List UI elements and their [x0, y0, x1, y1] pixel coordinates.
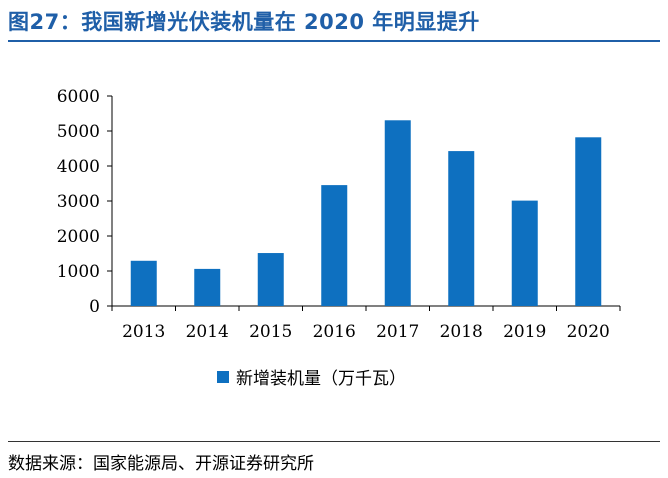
bar-2015: [257, 253, 284, 306]
legend-label: 新增装机量（万千瓦）: [236, 369, 406, 389]
bar-2018: [448, 151, 475, 306]
y-tick-label: 3000: [57, 192, 100, 212]
bar-2014: [194, 268, 221, 306]
figure-title: 图27：我国新增光伏装机量在 2020 年明显提升: [8, 10, 480, 34]
bar-2017: [384, 120, 411, 306]
legend-swatch: [217, 371, 229, 383]
y-tick-label: 1000: [57, 262, 100, 282]
x-tick-label: 2015: [249, 322, 292, 342]
bar-2020: [575, 137, 602, 306]
bars: [130, 120, 602, 306]
y-tick-label: 5000: [57, 122, 100, 142]
y-tick-label: 4000: [57, 157, 100, 177]
bar-2013: [130, 260, 157, 306]
y-tick-label: 0: [89, 297, 100, 317]
x-tick-label: 2013: [122, 322, 165, 342]
title-rule: [8, 40, 660, 42]
legend: 新增装机量（万千瓦）: [217, 369, 406, 389]
bar-2016: [321, 185, 348, 306]
x-tick-label: 2018: [440, 322, 483, 342]
x-tick-label: 2016: [313, 322, 356, 342]
y-axis: 0 1000 2000 3000 4000 5000 6000: [57, 87, 113, 317]
source-rule: [8, 441, 660, 442]
source-note: 数据来源：国家能源局、开源证券研究所: [8, 454, 314, 474]
x-tick-label: 2017: [376, 322, 419, 342]
x-tick-label: 2020: [567, 322, 610, 342]
x-tick-label: 2019: [503, 322, 546, 342]
x-tick-label: 2014: [186, 322, 229, 342]
x-axis: 2013 2014 2015 2016 2017 2018 2019 2020: [111, 305, 621, 342]
y-tick-label: 6000: [57, 87, 100, 107]
y-tick-label: 2000: [57, 227, 100, 247]
bar-2019: [511, 200, 538, 306]
